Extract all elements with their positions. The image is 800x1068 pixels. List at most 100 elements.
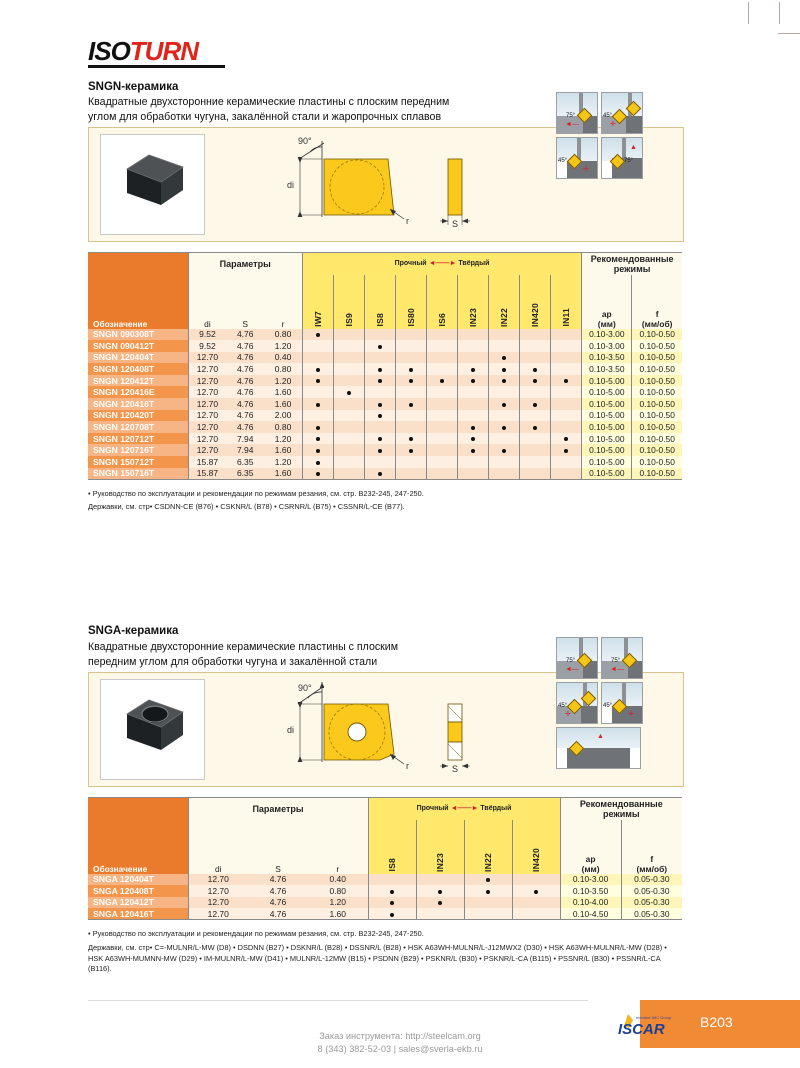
cell-s: 4.76 bbox=[226, 328, 265, 341]
section-2-di-label: di bbox=[287, 725, 295, 735]
cell-f: 0.10-0.50 bbox=[631, 467, 682, 480]
table-row[interactable]: SNGN 120408T 12.70 4.76 0.80 0.10-3.50 0.10-0… bbox=[88, 363, 682, 375]
holder-icon-5: 75° ◄— bbox=[556, 637, 598, 679]
section-1-subtitle-line1: Квадратные двухсторонние керамические пл… bbox=[88, 96, 450, 108]
table-row[interactable]: SNGN 120416T 12.70 4.76 1.60 0.10-5.00 0.10-0… bbox=[88, 398, 682, 410]
cell-grade-IS6 bbox=[425, 432, 458, 445]
cell-di: 15.87 bbox=[187, 456, 227, 468]
cell-r: 2.00 bbox=[264, 409, 303, 422]
section-2-angle-label: 90° bbox=[298, 683, 312, 693]
cell-grade-IS9 bbox=[332, 374, 365, 387]
cell-ap: 0.10-5.00 bbox=[581, 386, 632, 399]
cell-f: 0.10-0.50 bbox=[631, 421, 682, 433]
cell-grade-IS6 bbox=[425, 374, 458, 387]
cell-ap: 0.10-3.50 bbox=[559, 885, 622, 897]
cell-ap: 0.10-3.00 bbox=[559, 873, 622, 886]
grade-dot-icon bbox=[438, 901, 442, 906]
grade-dot-icon bbox=[390, 889, 394, 894]
table-row[interactable]: SNGN 090412T 9.52 4.76 1.20 0.10-3.00 0.10-0.… bbox=[88, 340, 682, 352]
table-row[interactable]: SNGN 090308T 9.52 4.76 0.80 0.10-3.00 0.10-0.… bbox=[88, 328, 682, 341]
cell-designation: SNGN 120420T bbox=[88, 409, 189, 422]
cell-grade-IN22 bbox=[488, 398, 520, 410]
section-1-spec-table: Параметры Прочный ◄——► Твёрдый Рекомендо… bbox=[88, 252, 682, 480]
cell-grade-IN420 bbox=[511, 896, 561, 909]
contact-info: Заказ инструмента: http://steelcam.org 8… bbox=[0, 1030, 800, 1056]
grade-dot-icon bbox=[315, 437, 320, 442]
col-f-2: f (мм/об) bbox=[620, 819, 683, 874]
cell-grade-IN11 bbox=[550, 444, 582, 457]
cell-grade-IN11 bbox=[550, 467, 582, 480]
table-row[interactable]: SNGN 120416E 12.70 4.76 1.60 0.10-5.00 0.10-0… bbox=[88, 386, 682, 399]
cell-f: 0.10-0.50 bbox=[631, 398, 682, 410]
grade-dot-icon bbox=[533, 379, 538, 384]
cell-grade-IS8 bbox=[363, 432, 396, 445]
cell-grade-IS9 bbox=[332, 444, 365, 457]
section-1-table-body: SNGN 090308T 9.52 4.76 0.80 0.10-3.00 0.10-0.… bbox=[88, 328, 682, 480]
grade-dot-icon bbox=[377, 367, 382, 372]
grade-dot-icon bbox=[408, 379, 413, 384]
grade-dot-icon bbox=[315, 471, 320, 476]
table-row[interactable]: SNGN 120404T 12.70 4.76 0.40 0.10-3.50 0.10-0… bbox=[88, 351, 682, 364]
cell-f: 0.10-0.50 bbox=[631, 409, 682, 422]
group-parameters-1: Параметры bbox=[187, 252, 303, 275]
cell-di: 12.70 bbox=[187, 421, 227, 433]
table-row[interactable]: SNGN 150712T 15.87 6.35 1.20 0.10-5.00 0.10-0… bbox=[88, 456, 682, 468]
cell-grade-IN22 bbox=[488, 328, 520, 341]
footer-orange-bar bbox=[640, 1000, 800, 1048]
col-grade-is6: IS6 bbox=[425, 274, 458, 329]
cell-di: 12.70 bbox=[187, 885, 248, 897]
grade-dot-icon bbox=[438, 889, 442, 894]
table-row[interactable]: SNGA 120404T 12.70 4.76 0.40 0.10-3.00 0.05-0… bbox=[88, 873, 683, 886]
section-2-subtitle-line2: передним углом для обработки чугуна и за… bbox=[88, 656, 378, 668]
holder-angle-7: 45° bbox=[558, 703, 568, 709]
cell-grade-IN22 bbox=[488, 467, 520, 480]
table-row[interactable]: SNGA 120412T 12.70 4.76 1.20 0.10-4.00 0.05-0… bbox=[88, 896, 683, 909]
cell-grade-IN22 bbox=[463, 896, 512, 909]
table-row[interactable]: SNGN 120708T 12.70 4.76 0.80 0.10-5.00 0.10-0… bbox=[88, 421, 682, 433]
grade-dot-icon bbox=[390, 912, 394, 917]
section-2-s-label: S bbox=[452, 764, 459, 774]
cell-designation: SNGN 150716T bbox=[88, 467, 189, 480]
contact-line-2: 8 (343) 382-52-03 | sales@sverla-ekb.ru bbox=[317, 1044, 483, 1054]
cell-grade-IN23 bbox=[457, 444, 489, 457]
table-row[interactable]: SNGA 120416T 12.70 4.76 1.60 0.10-4.50 0.05-0… bbox=[88, 908, 683, 920]
cell-grade-IS8 bbox=[363, 456, 396, 468]
cell-designation: SNGA 120408T bbox=[88, 885, 188, 897]
grade-dot-icon bbox=[471, 425, 476, 430]
cell-grade-IS9 bbox=[332, 456, 365, 468]
cell-grade-IS8 bbox=[363, 467, 396, 480]
table-row[interactable]: SNGN 150716T 15.87 6.35 1.60 0.10-5.00 0.10-0… bbox=[88, 467, 682, 480]
table-row[interactable]: SNGA 120408T 12.70 4.76 0.80 0.10-3.50 0.05-0… bbox=[88, 885, 683, 897]
section-1-angle-label: 90° bbox=[298, 136, 312, 146]
holder-angle-6: 75° bbox=[611, 658, 621, 664]
table-row[interactable]: SNGN 120712T 12.70 7.94 1.20 0.10-5.00 0.10-0… bbox=[88, 432, 682, 445]
cell-grade-IN23 bbox=[457, 456, 489, 468]
table-row[interactable]: SNGN 120420T 12.70 4.76 2.00 0.10-5.00 0.10-0… bbox=[88, 409, 682, 422]
grade-dot-icon bbox=[315, 425, 320, 430]
cell-grade-IN420 bbox=[519, 432, 551, 445]
group-blank-1 bbox=[88, 252, 189, 275]
grade-dot-icon bbox=[377, 379, 382, 384]
cell-r: 0.80 bbox=[264, 421, 303, 433]
cell-ap: 0.10-5.00 bbox=[581, 432, 632, 445]
cell-grade-IS6 bbox=[425, 340, 458, 352]
cell-grade-IN23 bbox=[415, 908, 464, 920]
cell-designation: SNGN 120708T bbox=[88, 421, 189, 433]
regimes-line2-1: режимы bbox=[613, 263, 651, 274]
cell-f: 0.10-0.50 bbox=[631, 386, 682, 399]
col-s-2: S bbox=[248, 819, 308, 874]
cell-f: 0.10-0.50 bbox=[631, 363, 682, 375]
grade-dot-icon bbox=[377, 344, 382, 349]
grade-dot-icon bbox=[390, 901, 394, 906]
table-row[interactable]: SNGN 120412T 12.70 4.76 1.20 0.10-5.00 0.10-0… bbox=[88, 374, 682, 387]
table-row[interactable]: SNGN 120716T 12.70 7.94 1.60 0.10-5.00 0.10-0… bbox=[88, 444, 682, 457]
sngn-insert-3d-icon bbox=[126, 154, 184, 205]
cell-grade-IN420 bbox=[511, 885, 561, 897]
grade-dot-icon bbox=[502, 367, 507, 372]
col-grade-in11: IN11 bbox=[550, 274, 582, 329]
cell-grade-IS6 bbox=[425, 421, 458, 433]
cell-grade-IN11 bbox=[550, 340, 582, 352]
cell-designation: SNGN 090412T bbox=[88, 340, 189, 352]
cell-designation: SNGN 090308T bbox=[88, 328, 189, 341]
